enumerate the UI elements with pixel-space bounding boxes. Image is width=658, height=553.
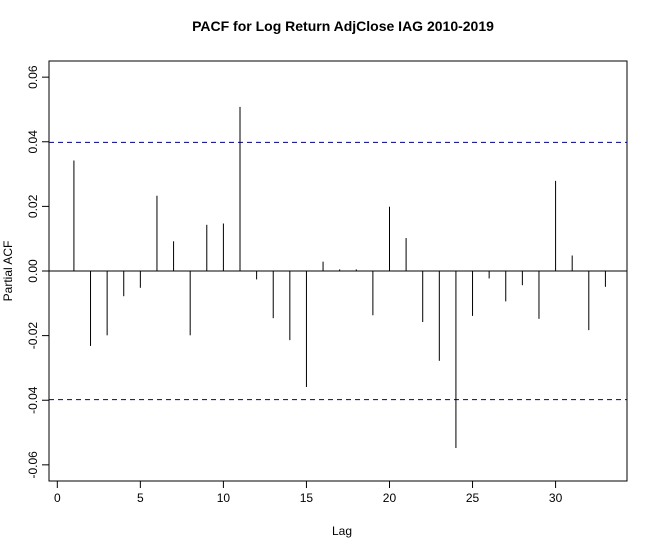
x-axis-label: Lag [332,524,352,538]
y-tick-label: 0.02 [26,194,40,218]
x-tick-label: 0 [54,491,61,505]
x-tick-label: 20 [383,491,397,505]
y-tick-label: 0.06 [26,65,40,89]
x-axis: 0 5 10 15 20 25 30 [54,481,563,505]
x-tick-label: 15 [300,491,314,505]
y-tick-label: 0.04 [26,130,40,154]
y-tick-label: 0.00 [26,259,40,283]
x-tick-label: 10 [217,491,231,505]
chart-title: PACF for Log Return AdjClose IAG 2010-20… [192,18,494,34]
y-axis-label: Partial ACF [1,241,15,302]
y-tick-label: -0.06 [26,451,40,479]
y-tick-label: -0.04 [26,386,40,414]
y-axis: -0.06 -0.04 -0.02 0.00 0.02 0.04 0.06 [26,65,49,479]
y-tick-label: -0.02 [26,322,40,350]
pacf-bars [73,106,606,449]
x-tick-label: 30 [549,491,563,505]
x-tick-label: 5 [137,491,144,505]
x-tick-label: 25 [466,491,480,505]
